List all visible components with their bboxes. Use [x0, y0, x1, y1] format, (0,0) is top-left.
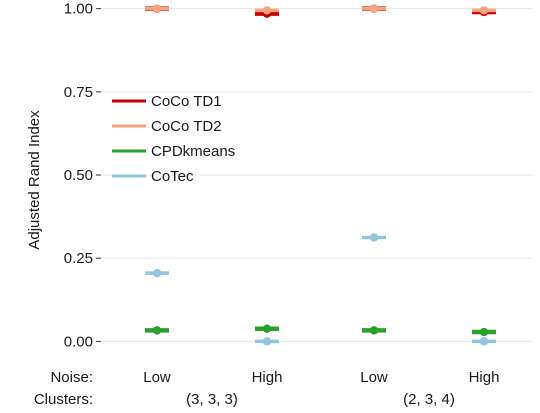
- legend-label: CPDkmeans: [151, 143, 235, 160]
- y-tick-label: 0.75: [64, 84, 93, 101]
- x-axis-rows: Noise: Low High Low High Clusters: (3, 3, 3) (2…: [34, 369, 500, 408]
- mark-point-cpdkmeans: [369, 326, 379, 335]
- mark-point-cotec: [262, 337, 272, 346]
- x-tick-label-noise: Low: [360, 369, 388, 386]
- x-row-header-clusters: Clusters:: [34, 391, 93, 408]
- mark-point-coco-td2: [479, 6, 489, 15]
- chart-marks: [145, 4, 496, 346]
- x-tick-label-noise: Low: [143, 369, 171, 386]
- y-tick-label: 0.25: [64, 250, 93, 267]
- mark-point-cpdkmeans: [262, 324, 272, 333]
- legend: CoCo TD1 CoCo TD2 CPDkmeans CoTec: [112, 93, 235, 185]
- x-tick-label-clusters: (2, 3, 4): [403, 391, 455, 408]
- y-tick-label: 0.50: [64, 167, 93, 184]
- mark-point-coco-td2: [262, 6, 272, 15]
- x-row-header-noise: Noise:: [50, 369, 93, 386]
- grid-lines: [101, 8, 532, 342]
- mark-point-coco-td2: [369, 4, 379, 13]
- legend-label: CoTec: [151, 168, 194, 185]
- x-tick-label-clusters: (3, 3, 3): [186, 391, 238, 408]
- x-tick-label-noise: High: [252, 369, 283, 386]
- legend-label: CoCo TD2: [151, 118, 222, 135]
- mark-point-cpdkmeans: [152, 326, 162, 335]
- y-axis-title: Adjusted Rand Index: [26, 110, 43, 250]
- legend-label: CoCo TD1: [151, 93, 222, 110]
- y-tick-label: 1.00: [64, 1, 93, 18]
- mark-point-cpdkmeans: [479, 327, 489, 337]
- mark-point-coco-td2: [152, 4, 162, 13]
- y-tick-label: 0.00: [64, 333, 93, 350]
- x-tick-label-noise: High: [469, 369, 500, 386]
- mark-point-cotec: [152, 268, 162, 278]
- mark-point-cotec: [479, 337, 489, 346]
- y-axis: 0.00 0.25 0.50 0.75 1.00: [64, 1, 101, 350]
- mark-point-cotec: [369, 233, 379, 242]
